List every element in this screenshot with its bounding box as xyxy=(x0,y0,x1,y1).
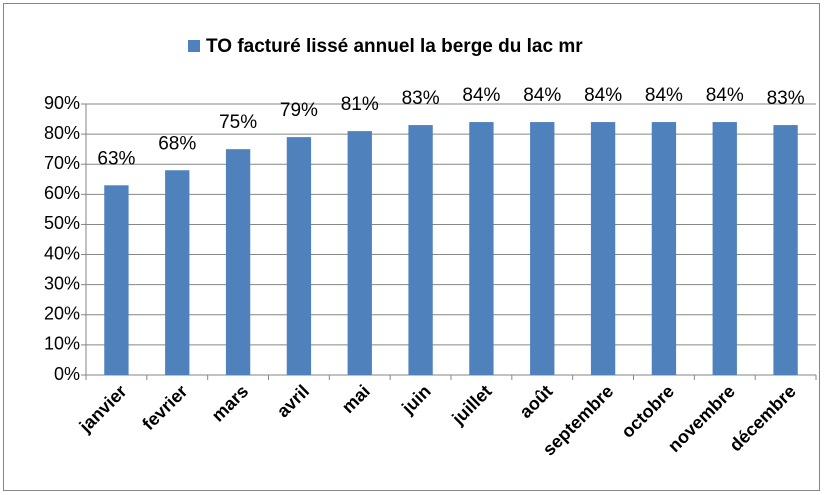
y-tick-label: 60% xyxy=(44,183,80,203)
bar xyxy=(286,137,312,375)
y-tick-label: 20% xyxy=(44,304,80,324)
y-tick-label: 70% xyxy=(44,153,80,173)
y-tick-label: 10% xyxy=(44,334,80,354)
bar xyxy=(225,149,251,375)
data-label: 84% xyxy=(584,85,622,106)
legend-label: TO facturé lissé annuel la berge du lac … xyxy=(206,36,583,57)
data-label: 75% xyxy=(219,112,257,133)
bar xyxy=(773,125,798,375)
y-tick-label: 30% xyxy=(44,273,80,293)
y-tick-label: 80% xyxy=(44,123,80,143)
bar xyxy=(530,122,555,375)
bar xyxy=(165,170,190,375)
data-label: 79% xyxy=(280,100,318,121)
bar xyxy=(712,122,737,375)
bar xyxy=(651,122,677,375)
bar xyxy=(104,185,129,375)
data-label: 68% xyxy=(158,133,196,154)
bar xyxy=(408,125,433,375)
data-label: 83% xyxy=(402,88,440,109)
y-tick-label: 40% xyxy=(44,243,80,263)
data-label: 63% xyxy=(97,148,135,169)
bar xyxy=(590,122,616,375)
data-label: 84% xyxy=(706,85,744,106)
data-label: 83% xyxy=(767,88,805,109)
data-label: 84% xyxy=(462,85,500,106)
data-label: 81% xyxy=(341,94,379,115)
data-label: 84% xyxy=(645,85,683,106)
y-tick-label: 0% xyxy=(54,364,80,384)
legend-swatch xyxy=(188,40,200,52)
bar xyxy=(469,122,494,375)
y-tick-label: 50% xyxy=(44,213,80,233)
y-tick-label: 90% xyxy=(44,93,80,113)
bar xyxy=(347,131,372,375)
data-label: 84% xyxy=(523,85,561,106)
